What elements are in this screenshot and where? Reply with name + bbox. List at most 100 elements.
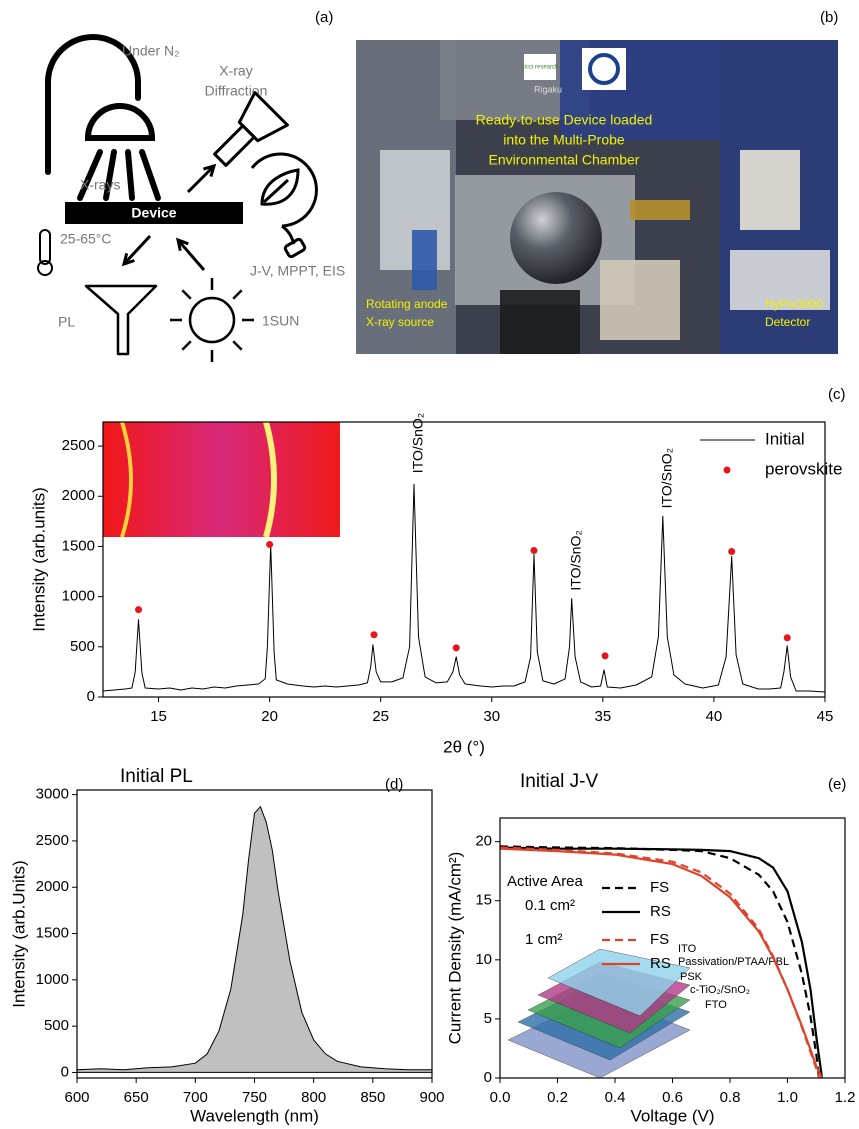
y-tick-label: 0 — [87, 688, 95, 705]
x-tick-label: 20 — [261, 708, 278, 725]
y-tick-label: 3000 — [36, 786, 69, 803]
diffraction-ring — [120, 421, 133, 538]
sun-ray — [181, 340, 192, 351]
logo-mark — [588, 53, 620, 85]
y-axis-label: Intensity (arb.Units) — [9, 860, 28, 1007]
panel-label: (d) — [385, 776, 403, 793]
funnel — [84, 284, 158, 356]
annotation: ITO/SnO₂ — [567, 530, 583, 590]
y-tick-label: 0 — [484, 1069, 492, 1086]
x-tick-label: 700 — [183, 1089, 208, 1106]
data-point — [601, 652, 609, 660]
sun — [188, 296, 236, 344]
ray — [139, 149, 161, 201]
panel-label: (e) — [828, 776, 846, 793]
x-tick-label: 600 — [64, 1089, 89, 1106]
x-tick-label: 0.4 — [605, 1089, 626, 1106]
photo-caption: Detector — [765, 315, 810, 329]
x-tick-label: 0.6 — [662, 1089, 683, 1106]
y-tick-label: 2000 — [62, 487, 95, 504]
arrow — [122, 234, 152, 266]
ray — [125, 149, 135, 201]
x-tick-label: 30 — [483, 708, 500, 725]
y-tick-label: 1000 — [36, 971, 69, 988]
label: X-ray — [219, 63, 252, 79]
legend-text: RS — [650, 955, 671, 972]
x-tick-label: 900 — [419, 1089, 444, 1106]
y-tick-label: 15 — [475, 892, 492, 909]
inset-label: ITO — [678, 943, 697, 955]
arrow-head — [121, 252, 135, 267]
y-tick-label: 10 — [475, 951, 492, 968]
inset-label: FTO — [705, 999, 727, 1011]
sun-ray — [181, 289, 192, 300]
data-line — [499, 846, 824, 1079]
y-tick-label: 2500 — [62, 437, 95, 454]
label: 1SUN — [262, 313, 299, 329]
y-axis-label: Intensity (arb.units) — [29, 487, 48, 632]
legend-text: FS — [650, 879, 669, 896]
logo-text: cicci research — [522, 65, 559, 71]
data-point — [530, 546, 538, 554]
y-tick-label: 1500 — [36, 925, 69, 942]
thermometer — [39, 229, 51, 265]
photo-caption: HyPix3000 — [765, 297, 823, 311]
stack-layer — [547, 948, 691, 1017]
y-tick-label: 1000 — [62, 588, 95, 605]
y-axis-label: Current Density (mA/cm²) — [445, 852, 464, 1045]
x-tick-label: 800 — [301, 1089, 326, 1106]
data-point — [135, 606, 143, 614]
photo-region — [730, 250, 830, 310]
ray — [77, 149, 103, 201]
x-axis-label: 2θ (°) — [443, 737, 485, 756]
data-point — [266, 540, 274, 548]
data-area — [76, 805, 433, 1073]
lamp-dome — [84, 103, 156, 141]
chart-title: Initial PL — [120, 766, 193, 787]
x-tick-label: 850 — [360, 1089, 385, 1106]
logo — [524, 54, 556, 80]
label: 25-65°C — [60, 231, 112, 247]
sun-ray — [232, 340, 243, 351]
photo-caption: X-ray source — [366, 315, 434, 329]
legend-group: 1 cm² — [525, 931, 563, 948]
label: Diffraction — [205, 83, 268, 99]
sun-ray — [232, 289, 243, 300]
label: X-rays — [80, 177, 120, 193]
legend-title: Active Area — [507, 873, 584, 890]
label: J-V, MPPT, EIS — [250, 263, 345, 279]
data-point — [783, 634, 791, 642]
photo-caption: Environmental Chamber — [489, 152, 640, 168]
photo-region — [600, 260, 680, 340]
x-axis-label: Voltage (V) — [630, 1106, 714, 1125]
x-tick-label: 25 — [372, 708, 389, 725]
inset-label: Passivation/PTAA/PBL — [678, 956, 789, 968]
chart-title: Initial J-V — [520, 771, 598, 792]
inset-image — [103, 422, 340, 537]
data-point — [452, 644, 460, 652]
photo-region — [740, 150, 800, 230]
y-tick-label: 500 — [70, 638, 95, 655]
arrow — [186, 164, 216, 194]
photo-caption: Ready-to-use Device loaded — [476, 112, 653, 128]
x-tick-label: 15 — [150, 708, 167, 725]
panel-label: (c) — [828, 386, 846, 403]
data-point — [370, 631, 378, 639]
annotation: ITO/SnO₂ — [659, 448, 675, 508]
photo-region — [630, 200, 690, 220]
power-ring — [250, 152, 318, 228]
x-tick-label: 45 — [817, 708, 834, 725]
inset-label: c-TiO₂/SnO₂ — [690, 984, 750, 996]
panel-label: (b) — [820, 9, 838, 26]
legend-text: perovskite — [765, 459, 842, 478]
y-tick-label: 2500 — [36, 832, 69, 849]
photo-caption: into the Multi-Probe — [503, 132, 625, 148]
y-tick-label: 1500 — [62, 537, 95, 554]
x-tick-label: 750 — [242, 1089, 267, 1106]
x-tick-label: 0.8 — [720, 1089, 741, 1106]
x-tick-label: 1.0 — [777, 1089, 798, 1106]
arrow — [176, 239, 206, 271]
data-line — [102, 483, 826, 693]
